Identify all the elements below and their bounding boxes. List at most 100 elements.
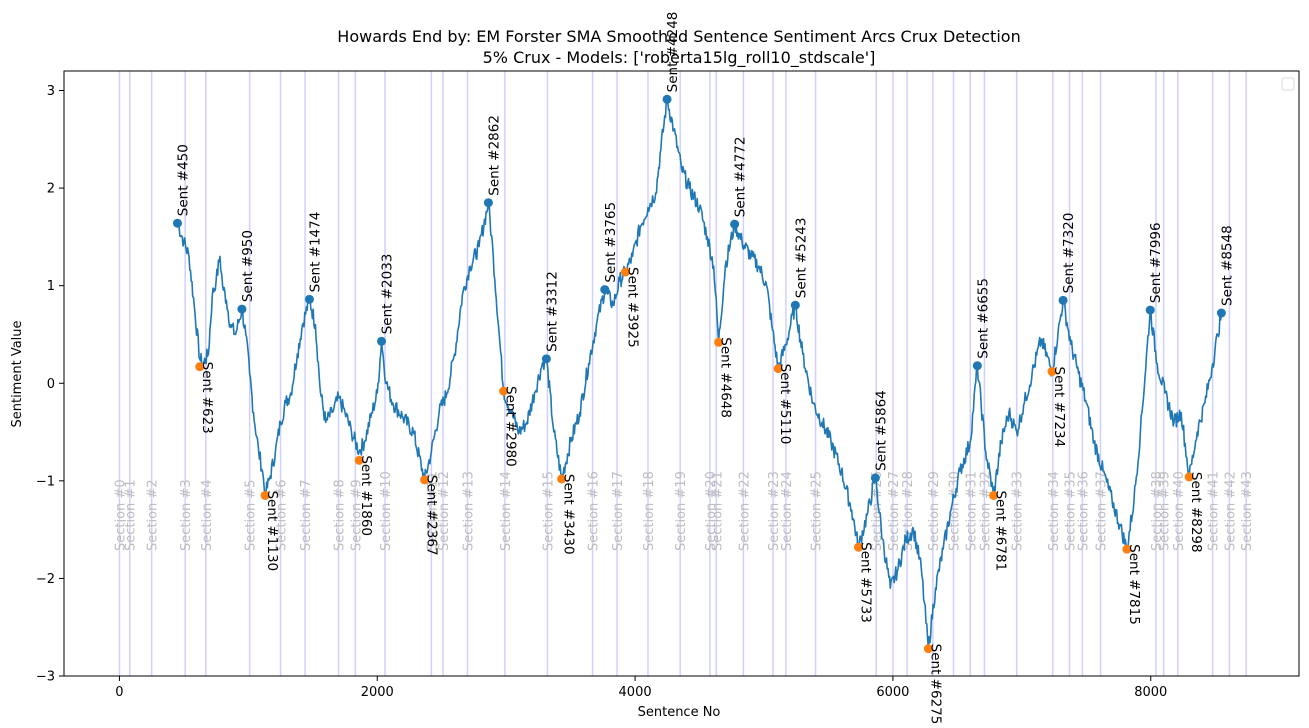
valley-marker (923, 644, 933, 654)
peak-marker (541, 354, 551, 364)
crux-points: Sent #450 Sent #950 Sent #1474 Sent #2033 Se… (172, 12, 1235, 725)
valley-marker (989, 490, 999, 500)
valley-marker (195, 362, 205, 372)
section-label: Section #10 (379, 471, 394, 551)
x-tick-label: 4000 (619, 685, 652, 700)
valley-label: Sent #4648 (718, 337, 734, 418)
section-label: Section #35 (1064, 471, 1079, 551)
section-label: Section #20 (704, 471, 719, 551)
section-label: Section #22 (737, 471, 752, 551)
peak-marker (237, 304, 247, 314)
y-axis-label: Sentiment Value (10, 320, 25, 427)
section-label: Section #41 (1207, 471, 1222, 551)
peak-label: Sent #2033 (380, 254, 396, 335)
section-label: Section #9 (349, 479, 364, 551)
peak-label: Sent #2862 (486, 115, 502, 196)
peak-label: Sent #7320 (1061, 213, 1077, 294)
sentiment-line (176, 98, 1223, 650)
valley-marker (557, 474, 567, 484)
peak-label: Sent #6655 (975, 278, 991, 359)
valley-marker (354, 455, 364, 465)
chart-title-line1: Howards End by: EM Forster SMA Smoothed … (337, 27, 1020, 46)
peak-label: Sent #950 (240, 230, 256, 302)
section-label: Section #2 (146, 479, 161, 551)
section-label: Section #3 (179, 479, 194, 551)
valley-label: Sent #2980 (503, 386, 519, 467)
section-label: Section #37 (1094, 471, 1109, 551)
peak-label: Sent #5864 (873, 390, 889, 471)
peak-label: Sent #450 (175, 144, 191, 216)
valley-label: Sent #6275 (927, 644, 943, 725)
section-label: Section #14 (499, 471, 514, 551)
valley-label: Sent #1130 (264, 490, 280, 571)
section-label: Section #43 (1240, 471, 1255, 551)
section-label: Section #23 (767, 471, 782, 551)
valley-label: Sent #3430 (561, 474, 577, 555)
section-label: Section #13 (462, 471, 477, 551)
section-label: Section #12 (437, 471, 452, 551)
section-label: Section #18 (642, 471, 657, 551)
chart-title-line2: 5% Crux - Models: ['roberta15lg_roll10_s… (483, 48, 876, 68)
valley-label: Sent #623 (199, 362, 215, 434)
valley-marker (1122, 544, 1132, 554)
valley-marker (260, 490, 270, 500)
y-tick-label: 1 (47, 279, 55, 294)
ticks: 0 2000 4000 6000 8000 −3 −2 −1 0 1 2 3 (36, 84, 1167, 700)
section-label: Section #36 (1076, 471, 1091, 551)
section-label: Section #0 (113, 479, 128, 551)
y-tick-label: 0 (47, 377, 55, 392)
axes (63, 70, 1300, 677)
section-label: Section #29 (927, 471, 942, 551)
peak-marker (972, 361, 982, 371)
peak-label: Sent #5243 (793, 218, 809, 299)
y-tick-label: −2 (36, 572, 55, 587)
valley-label: Sent #5733 (857, 542, 873, 623)
section-label: Section #42 (1223, 471, 1238, 551)
section-label: Section #6 (275, 479, 290, 551)
section-label: Section #39 (1158, 471, 1173, 551)
section-label: Section #32 (978, 471, 993, 551)
section-label: Section #8 (333, 479, 348, 551)
section-label: Section #11 (425, 471, 440, 551)
valley-label: Sent #6781 (993, 490, 1009, 571)
section-label: Section #7 (299, 479, 314, 551)
peak-label: Sent #3765 (603, 202, 619, 283)
peak-marker (1058, 295, 1068, 305)
section-label: Section #15 (541, 471, 556, 551)
peak-label: Sent #8548 (1219, 225, 1235, 306)
valley-label: Sent #3925 (624, 267, 640, 348)
plot-frame (63, 70, 1300, 677)
y-tick-label: −1 (36, 474, 55, 489)
section-label: Section #24 (780, 471, 795, 551)
valley-marker (1184, 472, 1194, 482)
section-label: Section #38 (1150, 471, 1165, 551)
valley-marker (773, 364, 783, 374)
section-label: Section #5 (244, 479, 259, 551)
valley-marker (853, 542, 863, 552)
section-label: Section #17 (611, 471, 626, 551)
peak-label: Sent #4772 (733, 137, 749, 218)
valley-marker (420, 475, 430, 485)
peak-marker (304, 294, 314, 304)
section-label: Section #33 (1011, 471, 1026, 551)
section-label: Section #31 (964, 471, 979, 551)
peak-marker (870, 473, 880, 483)
section-label: Section #19 (674, 471, 689, 551)
peak-label: Sent #3312 (544, 271, 560, 352)
section-label: Section #25 (810, 471, 825, 551)
y-tick-label: 2 (47, 182, 55, 197)
valley-label: Sent #7234 (1051, 367, 1067, 448)
peak-marker (790, 300, 800, 310)
valley-marker (499, 386, 509, 396)
section-label: Section #1 (124, 479, 139, 551)
legend-box (1281, 77, 1295, 91)
section-label: Section #40 (1172, 471, 1187, 551)
valley-label: Sent #1860 (358, 455, 374, 536)
x-tick-label: 6000 (876, 685, 909, 700)
x-tick-label: 0 (115, 685, 123, 700)
peak-marker (1145, 305, 1155, 315)
peak-marker (172, 218, 182, 228)
peak-marker (483, 198, 493, 208)
